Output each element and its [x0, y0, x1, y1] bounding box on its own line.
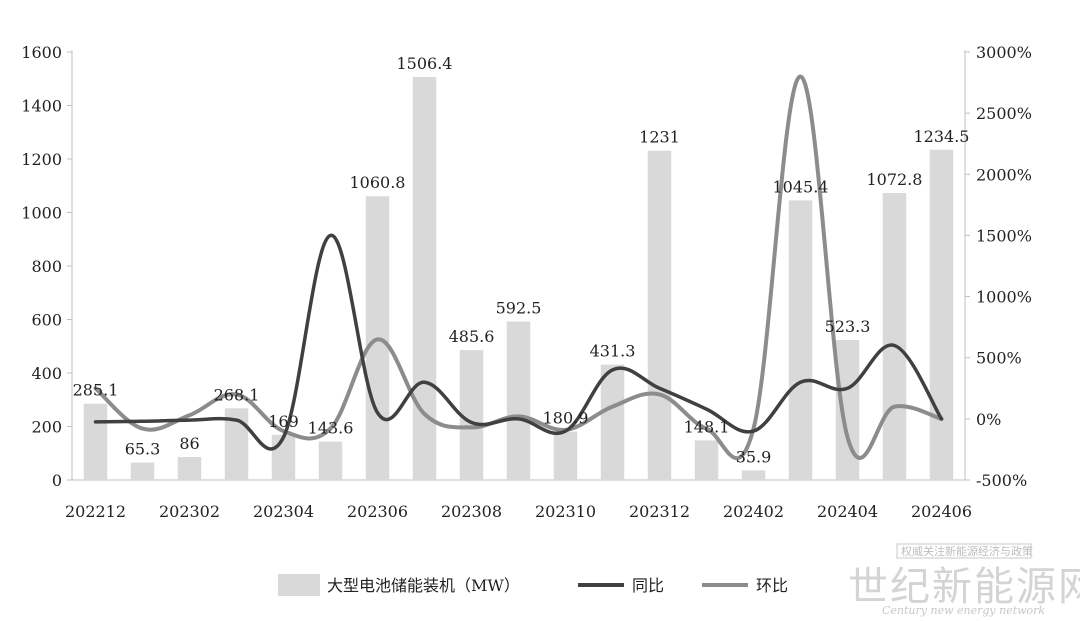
bar-value-label: 148.1 [684, 417, 730, 436]
bar-value-label: 1060.8 [350, 173, 406, 192]
right-axis-tick-label: -500% [976, 471, 1027, 490]
bar-value-label: 285.1 [73, 381, 119, 400]
bar-value-label: 143.6 [308, 419, 354, 438]
x-axis-tick-label: 202406 [911, 502, 972, 521]
bar-value-label: 268.1 [214, 385, 260, 404]
right-axis-tick-label: 1500% [976, 226, 1032, 245]
bar-value-label: 592.5 [496, 299, 542, 318]
bar-202303 [224, 408, 249, 480]
left-axis-tick-label: 1400 [21, 97, 62, 116]
x-axis-tick-label: 202212 [65, 502, 126, 521]
left-axis-tick-label: 600 [31, 311, 62, 330]
line-series [93, 74, 944, 461]
legend: 大型电池储能装机（MW） 同比 环比 [278, 574, 788, 596]
right-axis-tick-label: 2500% [976, 104, 1032, 123]
left-axis-tick-label: 800 [31, 257, 62, 276]
bar-value-label: 485.6 [449, 327, 495, 346]
watermark-box [896, 543, 1032, 559]
bar-value-label: 1234.5 [914, 127, 970, 146]
bar-202311 [600, 364, 625, 480]
left-axis-tick-label: 0 [52, 471, 62, 490]
bar-202307 [412, 77, 437, 481]
right-axis-tick-label: 1000% [976, 288, 1032, 307]
bar-value-label: 65.3 [125, 440, 161, 459]
line-mom [93, 74, 944, 461]
bar-202308 [459, 350, 484, 480]
bar-202401 [694, 440, 719, 480]
watermark-top-text: 权威关注新能源经济与政策 [901, 544, 1033, 558]
bar-202403 [788, 200, 813, 480]
bar-value-label: 35.9 [736, 447, 772, 466]
x-axis-tick-label: 202404 [817, 502, 878, 521]
bar-202309 [506, 321, 531, 480]
x-axis-tick-label: 202308 [441, 502, 502, 521]
bar-202310 [553, 431, 578, 480]
bar-value-label: 86 [179, 434, 199, 453]
left-axis-tick-label: 1200 [21, 150, 62, 169]
bar-202301 [130, 462, 155, 480]
bar-value-label: 1506.4 [397, 54, 453, 73]
bar-202302 [177, 456, 202, 480]
right-axis-tick-label: 0% [976, 410, 1001, 429]
bar-202402 [741, 470, 766, 480]
left-axis-tick-label: 400 [31, 364, 62, 383]
x-axis-tick-label: 202310 [535, 502, 596, 521]
bar-202305 [318, 441, 343, 480]
x-axis-tick-label: 202302 [159, 502, 220, 521]
legend-label-bar: 大型电池储能装机（MW） [327, 576, 520, 595]
bar-202404 [835, 340, 860, 480]
bar-value-label: 523.3 [825, 317, 871, 336]
watermark-cn-text: 世纪新能源网 [848, 564, 1080, 610]
bar-value-label: 180.9 [543, 409, 589, 428]
left-axis-tick-label: 1600 [21, 43, 62, 62]
right-axis-tick-label: 500% [976, 349, 1022, 368]
bar-202212 [83, 403, 108, 480]
bar-value-label: 431.3 [590, 342, 636, 361]
legend-label-mom: 环比 [756, 576, 788, 595]
bar-202304 [271, 434, 296, 480]
right-axis-tick-label: 3000% [976, 43, 1032, 62]
bar-labels: 285.1 65.3 86 268.1 169 143.6 1060.8 1506.4 485.… [73, 54, 970, 466]
bar-202405 [882, 193, 907, 480]
left-axis-tick-label: 1000 [21, 204, 62, 223]
bar-value-label: 1231 [639, 128, 680, 147]
legend-swatch-bar [278, 574, 320, 596]
x-axis-ticks: 202212 202302 202304 202306 202308 202310 2023… [65, 502, 972, 521]
right-axis-ticks: -500% 0% 500% 1000% 1500% 2000% 2500% 3000% [965, 43, 1032, 490]
left-axis-tick-label: 200 [31, 418, 62, 437]
watermark-en-text: Century new energy network [882, 604, 1045, 617]
right-axis-tick-label: 2000% [976, 165, 1032, 184]
x-axis-tick-label: 202304 [253, 502, 314, 521]
left-axis-ticks: 0 200 400 600 800 1000 1200 1400 1600 [21, 43, 72, 490]
bar-202406 [929, 149, 954, 481]
bar-value-label: 1072.8 [867, 170, 923, 189]
bar-202312 [647, 150, 672, 480]
bar-value-label: 1045.4 [773, 177, 829, 196]
bar-value-label: 169 [268, 412, 299, 431]
legend-label-yoy: 同比 [632, 576, 664, 595]
x-axis-tick-label: 202402 [723, 502, 784, 521]
line-yoy [93, 233, 944, 451]
x-axis-tick-label: 202306 [347, 502, 408, 521]
watermark: 权威关注新能源经济与政策 世纪新能源网 Century new energy n… [848, 543, 1080, 617]
x-axis-tick-label: 202312 [629, 502, 690, 521]
